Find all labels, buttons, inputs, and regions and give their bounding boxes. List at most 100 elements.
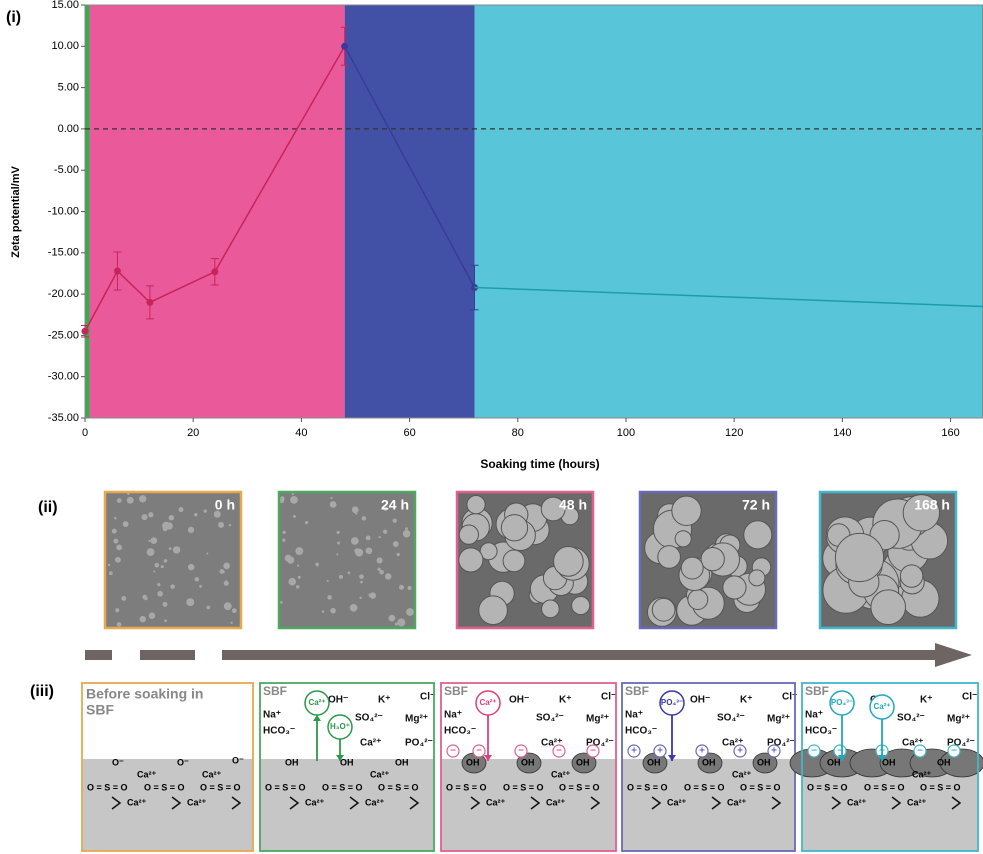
texture (336, 553, 339, 556)
texture (383, 506, 388, 512)
texture (164, 619, 167, 623)
texture (359, 596, 362, 600)
x-tick-label: 20 (187, 427, 199, 439)
substrate-label: Ca²⁺ (370, 769, 390, 779)
texture (700, 546, 725, 572)
substrate-label: OH (521, 757, 535, 767)
texture (148, 539, 151, 542)
bond (289, 796, 300, 810)
texture (230, 621, 233, 624)
data-point (81, 327, 89, 335)
arrow-head (484, 755, 492, 761)
ion-label: Cl⁻ (782, 692, 797, 703)
texture (113, 538, 119, 544)
texture (406, 608, 414, 616)
ion-label: K⁺ (378, 695, 391, 706)
substrate-label: O⁻ (112, 757, 124, 767)
data-point (113, 267, 121, 275)
texture (288, 577, 297, 586)
circled-ion: Ca²⁺ (479, 698, 496, 707)
y-axis-title: Zeta potential/mV (10, 166, 22, 258)
texture (114, 556, 121, 563)
sbf-label: SBF (625, 684, 649, 698)
ion-label: SO₄²⁻ (536, 713, 564, 724)
texture (187, 563, 195, 571)
substrate-label: Ca²⁺ (907, 797, 927, 807)
substrate-label: OH (827, 757, 841, 767)
charge-symbol: − (476, 746, 482, 757)
ion-circle (869, 694, 895, 720)
ion-label: Mg²⁺ (405, 714, 428, 725)
substrate (622, 759, 795, 851)
stage-region (85, 5, 90, 418)
bond (409, 796, 420, 810)
substrate-label: Ca²⁺ (137, 769, 157, 779)
texture (500, 514, 529, 542)
charge-symbol: + (771, 746, 777, 757)
texture (219, 569, 225, 574)
ion-label: PO₄²⁻ (586, 738, 614, 749)
ion-label: PO₄²⁻ (947, 738, 975, 749)
texture (382, 529, 388, 534)
texture (674, 530, 692, 548)
box-border (259, 682, 435, 852)
texture (295, 585, 300, 589)
box-title: Before soaking in (86, 686, 203, 702)
time-label: 0 h (215, 497, 235, 513)
substrate-label: O = S = O (684, 782, 725, 792)
ion-circle (829, 690, 855, 716)
substrate-label: Ca²⁺ (667, 797, 687, 807)
ion-label: Cl⁻ (601, 692, 616, 703)
ion-label: Cl⁻ (420, 692, 435, 703)
texture (330, 607, 336, 614)
charge-circle (552, 744, 566, 758)
substrate (441, 759, 616, 851)
x-tick-label: 80 (512, 427, 524, 439)
ion-label: Mg²⁺ (767, 714, 790, 725)
texture (365, 547, 373, 555)
substrate-label: O = S = O (378, 782, 419, 792)
y-tick-label: -35.00 (48, 412, 79, 424)
texture (213, 510, 221, 518)
substrate-label: Ca²⁺ (732, 769, 752, 779)
texture (330, 496, 333, 500)
x-tick-label: 160 (941, 427, 959, 439)
bond (891, 796, 902, 810)
texture (479, 542, 498, 561)
circled-ion: PO₄³⁻ (831, 698, 853, 707)
texture (186, 598, 195, 607)
texture (126, 496, 134, 504)
ion-label: K⁺ (740, 695, 753, 706)
texture (150, 537, 158, 544)
texture (359, 574, 364, 579)
substrate-label: Ca²⁺ (912, 769, 932, 779)
charge-symbol: − (837, 746, 843, 757)
bond (530, 796, 541, 810)
arrow-head (878, 755, 886, 761)
texture (336, 530, 340, 534)
ion-circle (327, 714, 353, 740)
substrate-label: Ca²⁺ (187, 797, 207, 807)
texture (304, 521, 309, 525)
panel-label: (ii) (38, 499, 58, 516)
ion-label: Mg²⁺ (947, 714, 970, 725)
ion-label: OH⁻ (509, 695, 529, 706)
texture (337, 541, 341, 545)
deposit (697, 752, 723, 774)
x-tick-label: 100 (617, 427, 635, 439)
charge-symbol: + (657, 746, 663, 757)
ion-label: HCO₃⁻ (625, 726, 657, 737)
ion-label: SO₄²⁻ (355, 713, 383, 724)
substrate-label: OH (647, 757, 661, 767)
texture (392, 518, 397, 523)
texture (360, 580, 363, 584)
ion-label: Ca²⁺ (722, 738, 743, 749)
y-tick-label: -15.00 (48, 247, 79, 259)
arrow-head (838, 755, 846, 761)
ion-label: HCO₃⁻ (263, 726, 295, 737)
x-tick-label: 40 (295, 427, 307, 439)
stage-region (344, 5, 475, 418)
bond (349, 796, 360, 810)
circled-ion: PO₄³⁻ (661, 698, 683, 707)
texture (748, 569, 766, 587)
